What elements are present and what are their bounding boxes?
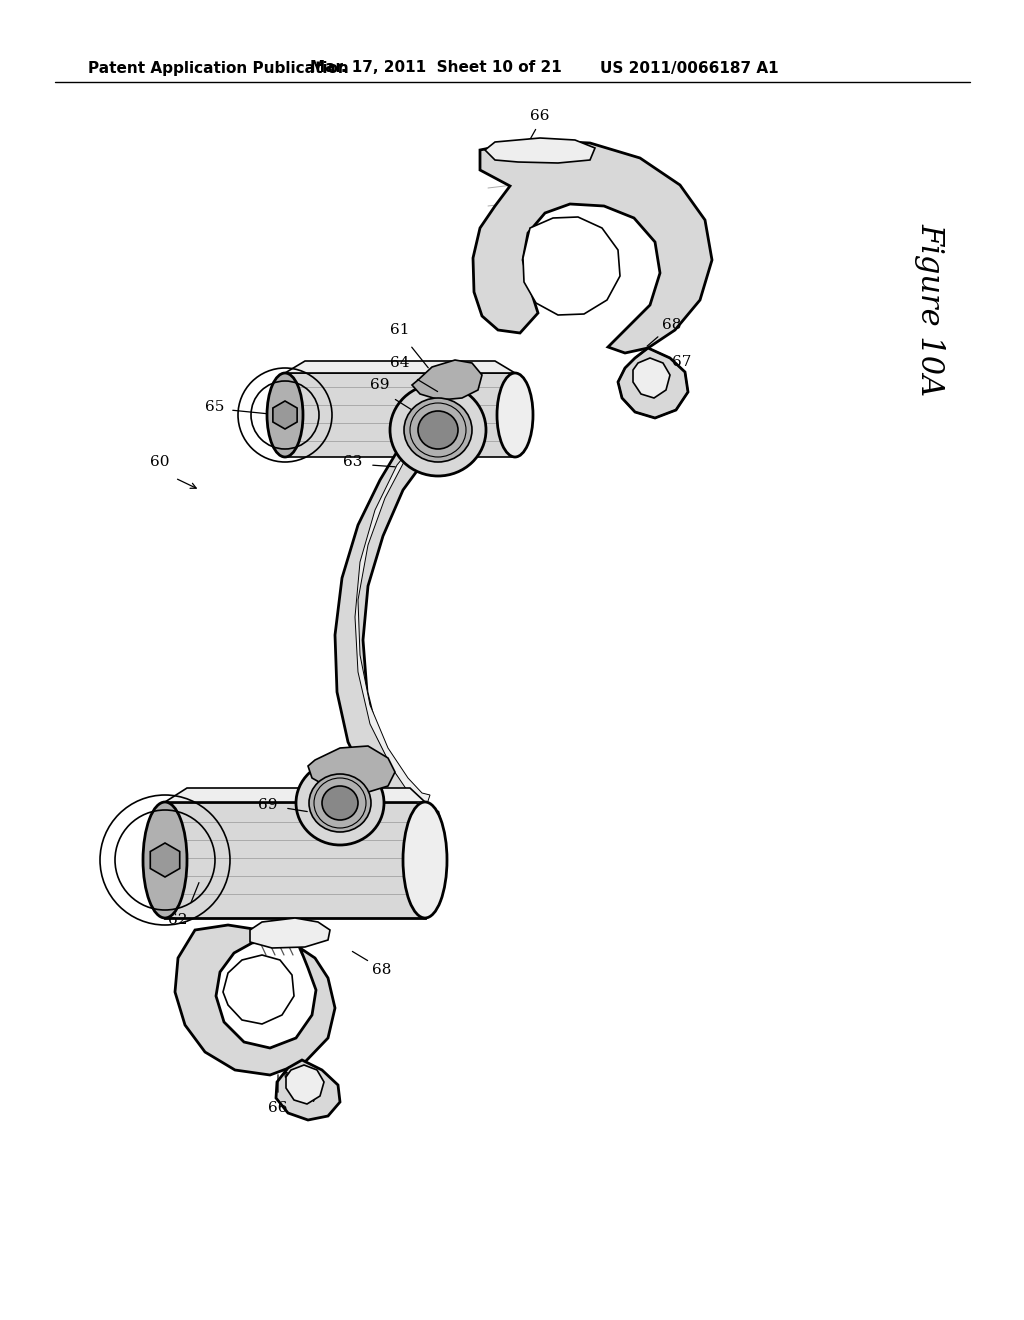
Polygon shape (473, 140, 712, 352)
Polygon shape (335, 432, 445, 833)
Ellipse shape (403, 803, 447, 917)
Polygon shape (165, 788, 425, 803)
Polygon shape (633, 358, 670, 399)
Text: 62: 62 (168, 913, 187, 927)
Polygon shape (285, 360, 515, 374)
Polygon shape (412, 360, 482, 400)
Text: Mar. 17, 2011  Sheet 10 of 21: Mar. 17, 2011 Sheet 10 of 21 (310, 61, 562, 75)
Text: 64: 64 (390, 356, 410, 370)
Ellipse shape (322, 785, 358, 820)
Text: Figure 10A: Figure 10A (914, 223, 945, 396)
Text: 68: 68 (373, 964, 392, 977)
Ellipse shape (390, 384, 486, 477)
Text: 69: 69 (258, 799, 278, 812)
Polygon shape (151, 843, 180, 876)
Text: 69: 69 (371, 378, 390, 392)
Polygon shape (485, 139, 595, 162)
Text: 63: 63 (343, 455, 362, 469)
Polygon shape (308, 746, 395, 793)
Text: 60: 60 (151, 455, 170, 469)
Polygon shape (272, 401, 297, 429)
Polygon shape (286, 1065, 324, 1104)
Ellipse shape (267, 374, 303, 457)
Polygon shape (285, 374, 515, 457)
Polygon shape (223, 954, 294, 1024)
Polygon shape (523, 216, 620, 315)
Text: 68: 68 (663, 318, 682, 333)
Text: Patent Application Publication: Patent Application Publication (88, 61, 349, 75)
Ellipse shape (418, 411, 458, 449)
Text: 61: 61 (390, 323, 410, 337)
Polygon shape (250, 917, 330, 948)
Polygon shape (276, 1060, 340, 1119)
Text: 67: 67 (673, 355, 691, 370)
Text: 66: 66 (530, 110, 550, 123)
Text: 65: 65 (206, 400, 224, 414)
Text: 67: 67 (300, 1092, 319, 1105)
Ellipse shape (309, 774, 371, 832)
Polygon shape (618, 348, 688, 418)
Text: 66: 66 (268, 1101, 288, 1115)
Polygon shape (165, 803, 425, 917)
Polygon shape (355, 437, 437, 807)
Text: US 2011/0066187 A1: US 2011/0066187 A1 (600, 61, 778, 75)
Ellipse shape (143, 803, 187, 917)
Polygon shape (175, 925, 335, 1074)
Ellipse shape (404, 399, 472, 462)
Ellipse shape (497, 374, 534, 457)
Ellipse shape (296, 762, 384, 845)
